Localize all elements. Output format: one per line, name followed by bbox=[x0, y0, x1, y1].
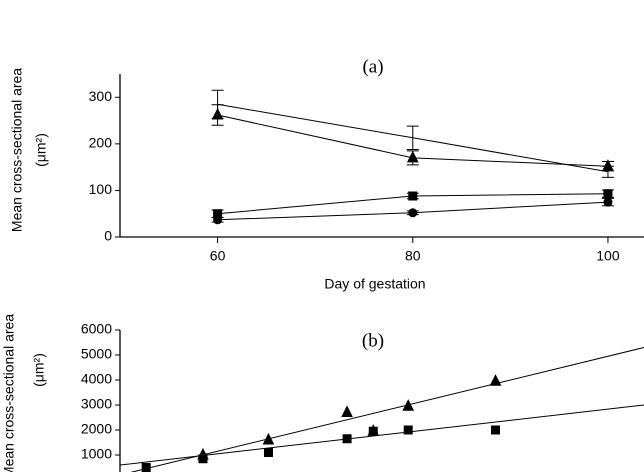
square-marker bbox=[403, 425, 413, 435]
triangle-marker bbox=[602, 159, 614, 171]
triangle-marker bbox=[402, 399, 415, 411]
y-tick-label: 3000 bbox=[81, 396, 112, 412]
square-marker bbox=[408, 191, 418, 201]
y-tick-label: 0 bbox=[104, 228, 112, 244]
chart-title: (a) bbox=[362, 56, 383, 77]
triangle-marker bbox=[211, 107, 224, 120]
y-tick-label: 6000 bbox=[81, 321, 112, 337]
x-axis-label: Day of gestation bbox=[324, 276, 425, 292]
chart-title: (b) bbox=[362, 330, 384, 351]
square-marker bbox=[342, 434, 352, 444]
triangle-marker bbox=[262, 432, 275, 445]
square-marker bbox=[141, 463, 151, 472]
square-marker bbox=[368, 426, 378, 436]
square-marker bbox=[491, 425, 501, 435]
y-tick-label: 1000 bbox=[81, 446, 112, 462]
x-tick-label: 100 bbox=[596, 248, 620, 264]
circle-marker bbox=[213, 215, 223, 225]
square-marker bbox=[263, 448, 273, 457]
y-tick-label: 200 bbox=[89, 135, 113, 151]
y-tick-label: 300 bbox=[89, 88, 113, 104]
y-axis-label: Mean cross-sectional area bbox=[9, 68, 25, 232]
y-tick-label: 5000 bbox=[81, 346, 112, 362]
square-marker bbox=[198, 454, 208, 464]
y-tick-label: 2000 bbox=[81, 421, 112, 437]
y-axis-label: (μm²) bbox=[31, 353, 47, 387]
y-tick-label: 4000 bbox=[81, 371, 112, 387]
x-tick-label: 80 bbox=[405, 248, 421, 264]
y-axis-label: Mean cross-sectional area bbox=[1, 314, 17, 472]
circle-marker bbox=[408, 208, 418, 218]
square-marker bbox=[603, 189, 613, 199]
y-tick-label: 100 bbox=[89, 181, 113, 197]
triangle-marker bbox=[341, 405, 353, 417]
circle-marker bbox=[603, 197, 613, 207]
error-bar bbox=[406, 125, 419, 150]
trend-line bbox=[130, 347, 644, 472]
triangle-marker bbox=[489, 374, 502, 386]
triangle-marker bbox=[406, 150, 419, 163]
x-tick-label: 60 bbox=[210, 248, 226, 264]
y-axis-label: (μm²) bbox=[33, 133, 49, 167]
